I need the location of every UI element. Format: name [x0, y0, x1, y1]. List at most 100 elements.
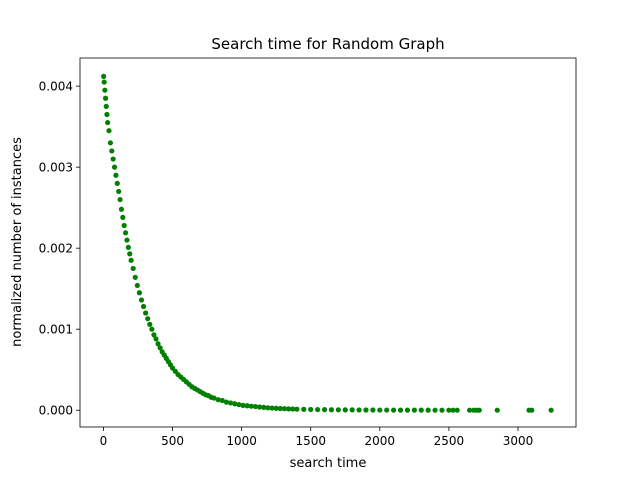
data-point — [494, 407, 500, 413]
data-point — [273, 405, 279, 411]
data-point — [116, 188, 122, 195]
data-point — [404, 407, 411, 413]
y-tick-label: 0.004 — [39, 80, 73, 94]
data-point — [128, 257, 134, 263]
data-point — [102, 95, 109, 101]
data-point — [446, 407, 452, 413]
data-point — [151, 332, 157, 338]
data-point — [476, 407, 482, 413]
data-point — [215, 397, 221, 403]
data-point — [370, 407, 376, 413]
data-point — [356, 407, 362, 413]
data-point — [257, 404, 263, 410]
data-point — [349, 407, 355, 413]
data-point — [145, 316, 151, 322]
data-point — [125, 244, 131, 250]
y-tick-label: 0.000 — [39, 404, 73, 418]
data-point — [107, 140, 113, 146]
data-point — [228, 400, 234, 406]
x-tick-label: 500 — [161, 434, 184, 448]
data-point — [106, 128, 112, 134]
x-axis-label: search time — [290, 456, 367, 471]
data-point — [143, 310, 149, 316]
data-point — [432, 407, 438, 413]
x-tick-label: 2500 — [434, 434, 465, 448]
data-points — [101, 73, 554, 413]
data-point — [548, 407, 554, 413]
plot-area — [80, 58, 576, 427]
data-point — [110, 156, 116, 162]
x-tick-label: 2000 — [365, 434, 396, 448]
data-point — [290, 406, 296, 412]
data-point — [377, 407, 383, 413]
data-point — [335, 407, 341, 413]
data-point — [211, 395, 217, 401]
y-tick-label: 0.003 — [39, 161, 73, 175]
data-point — [232, 401, 238, 407]
data-point — [149, 326, 155, 332]
data-point — [120, 214, 126, 220]
data-point — [363, 407, 369, 413]
data-point — [109, 148, 115, 154]
data-point — [439, 407, 445, 413]
data-point — [301, 406, 307, 412]
y-axis-ticks: 0.000 0.001 0.002 0.003 0.004 — [39, 80, 80, 418]
data-point — [281, 406, 288, 412]
data-point — [328, 407, 335, 413]
data-point — [157, 345, 163, 351]
data-point — [121, 222, 127, 229]
data-point — [219, 397, 225, 404]
data-point — [101, 79, 107, 85]
data-point — [114, 180, 120, 186]
data-point — [286, 406, 292, 412]
data-point — [153, 336, 159, 342]
x-tick-label: 3000 — [503, 434, 534, 448]
data-point — [140, 303, 147, 310]
data-point — [122, 230, 129, 236]
data-point — [223, 399, 230, 405]
data-point — [425, 407, 431, 413]
data-point — [391, 407, 397, 413]
data-point — [111, 164, 118, 170]
x-tick-label: 1000 — [226, 434, 257, 448]
data-point — [244, 403, 250, 409]
data-point — [113, 172, 119, 178]
data-point — [147, 321, 153, 327]
data-point — [130, 265, 136, 272]
data-point — [236, 401, 242, 408]
data-point — [155, 341, 161, 347]
data-point — [261, 404, 267, 410]
chart-title: Search time for Random Graph — [211, 35, 444, 53]
data-point — [134, 282, 140, 289]
data-point — [277, 405, 283, 412]
plot-frame — [79, 57, 577, 428]
data-point — [397, 407, 404, 413]
data-point — [240, 402, 246, 408]
x-axis-ticks: 0 500 1000 1500 2000 2500 3000 — [100, 427, 534, 448]
data-point — [117, 196, 123, 203]
data-point — [269, 405, 275, 411]
data-point — [101, 73, 107, 79]
y-tick-label: 0.001 — [39, 323, 73, 337]
data-point — [418, 407, 424, 413]
data-point — [248, 403, 254, 409]
data-point — [315, 406, 321, 413]
data-point — [265, 405, 271, 411]
data-point — [103, 103, 109, 109]
data-point — [104, 111, 110, 118]
x-tick-label: 0 — [100, 434, 108, 448]
data-point — [411, 407, 417, 413]
y-tick-label: 0.002 — [39, 242, 73, 256]
y-axis-label: normalized number of instances — [10, 137, 25, 347]
data-point — [384, 407, 390, 413]
x-tick-label: 1500 — [295, 434, 326, 448]
data-point — [124, 237, 130, 243]
data-point — [321, 407, 328, 413]
data-point — [127, 251, 133, 257]
data-point — [132, 274, 138, 280]
data-point — [118, 206, 125, 212]
data-point — [136, 290, 143, 296]
data-point — [454, 407, 460, 413]
data-point — [342, 407, 348, 413]
